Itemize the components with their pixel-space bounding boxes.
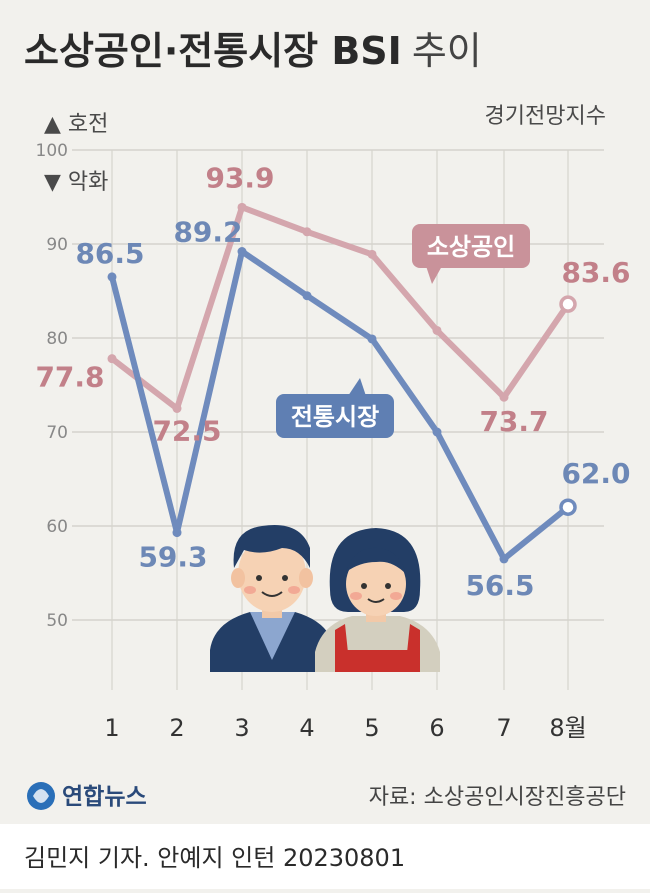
y-tick-label: 100 bbox=[36, 141, 68, 161]
data-label: 72.5 bbox=[152, 415, 221, 448]
series-tag-small-business: 소상공인 bbox=[412, 224, 530, 284]
data-point bbox=[559, 498, 577, 516]
data-label: 93.9 bbox=[205, 161, 274, 194]
data-point bbox=[107, 272, 117, 282]
x-tick-label: 5 bbox=[364, 714, 379, 742]
data-point bbox=[172, 528, 182, 538]
series-line-traditional-market bbox=[109, 248, 571, 562]
logo-text: 연합뉴스 bbox=[62, 784, 147, 810]
data-labels: 77.8 72.5 93.9 73.7 83.6 86.5 59.3 89.2 56.5 62.0 bbox=[35, 161, 630, 602]
man-illustration bbox=[210, 524, 335, 672]
woman-illustration bbox=[315, 528, 440, 672]
data-label: 59.3 bbox=[138, 541, 207, 574]
footer-bar bbox=[0, 824, 650, 889]
data-point bbox=[367, 249, 377, 259]
data-label: 89.2 bbox=[173, 216, 242, 249]
x-tick-label: 8월 bbox=[549, 714, 586, 742]
data-label: 86.5 bbox=[75, 237, 144, 270]
x-tick-label: 4 bbox=[299, 714, 314, 742]
data-point bbox=[499, 392, 509, 402]
data-point bbox=[499, 554, 509, 564]
chart-title: 소상공인·전통시장 BSI 추이 bbox=[24, 29, 482, 73]
x-tick-label: 7 bbox=[496, 714, 511, 742]
series-tag-label: 소상공인 bbox=[427, 233, 515, 261]
x-tick-label: 3 bbox=[234, 714, 249, 742]
data-point bbox=[172, 404, 182, 413]
y-tick-label: 60 bbox=[46, 517, 68, 537]
data-label: 56.5 bbox=[465, 569, 534, 602]
data-point bbox=[432, 325, 442, 335]
byline: 김민지 기자. 안예지 인턴 20230801 bbox=[24, 844, 405, 872]
x-tick-label: 2 bbox=[169, 714, 184, 742]
data-label: 73.7 bbox=[479, 405, 548, 438]
data-point bbox=[367, 334, 377, 344]
yonhap-logo: 연합뉴스 bbox=[27, 782, 147, 810]
source-note: 자료: 소상공인시장진흥공단 bbox=[369, 785, 626, 810]
data-point bbox=[107, 354, 117, 364]
x-tick-label: 6 bbox=[429, 714, 444, 742]
y-axis-title: 경기전망지수 bbox=[485, 104, 606, 129]
data-label: 77.8 bbox=[35, 361, 104, 394]
legend-improve: ▲ 호전 bbox=[44, 112, 108, 137]
series-lines bbox=[107, 202, 577, 564]
merchants-illustration bbox=[210, 524, 440, 672]
series-tag-label: 전통시장 bbox=[291, 403, 379, 431]
data-point bbox=[559, 295, 577, 313]
data-point bbox=[432, 427, 442, 437]
data-label: 62.0 bbox=[561, 457, 630, 490]
y-tick-label: 90 bbox=[46, 235, 68, 255]
data-point bbox=[302, 291, 312, 301]
series-line-small-business bbox=[109, 204, 571, 412]
data-point bbox=[302, 227, 312, 237]
x-tick-labels: 1 2 3 4 5 6 7 8월 bbox=[104, 714, 586, 742]
data-point bbox=[237, 202, 247, 212]
y-tick-label: 70 bbox=[46, 423, 68, 443]
data-point bbox=[237, 247, 247, 257]
y-tick-label: 50 bbox=[46, 611, 68, 631]
data-label: 83.6 bbox=[561, 256, 630, 289]
y-tick-label: 80 bbox=[46, 329, 68, 349]
x-tick-label: 1 bbox=[104, 714, 119, 742]
y-tick-labels: 100 90 80 70 60 50 bbox=[36, 141, 68, 631]
series-tag-traditional-market: 전통시장 bbox=[276, 378, 394, 438]
legend-worsen: ▼ 악화 bbox=[44, 170, 108, 195]
